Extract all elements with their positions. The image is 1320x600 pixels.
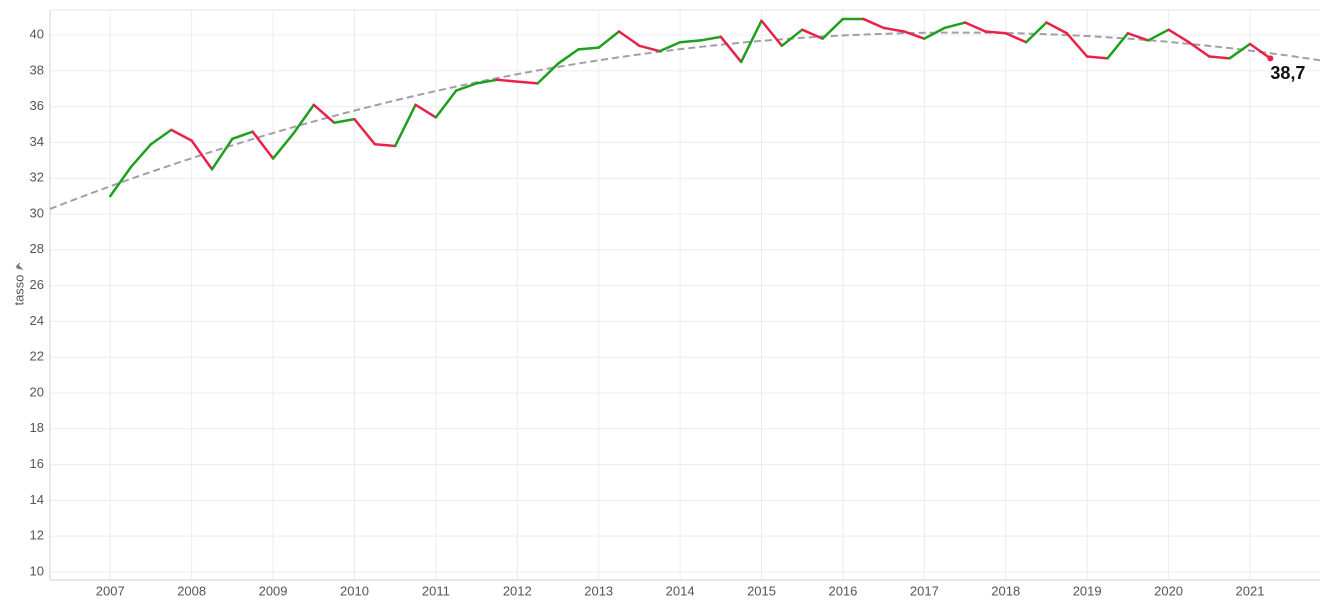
line-segment (190, 139, 214, 171)
y-tick-label: 34 (30, 134, 44, 149)
line-segment (902, 30, 926, 40)
line-segment (617, 30, 641, 48)
y-tick-label: 38 (30, 62, 44, 77)
y-tick-label: 30 (30, 205, 44, 220)
line-segment (1004, 32, 1028, 44)
y-tick-label: 26 (30, 277, 44, 292)
end-point (1267, 55, 1274, 62)
line-segment (760, 19, 784, 48)
x-tick-label: 2014 (666, 583, 695, 598)
line-segment (1024, 21, 1048, 44)
y-tick-label: 10 (30, 563, 44, 578)
y-tick-label: 40 (30, 26, 44, 41)
x-tick-label: 2012 (503, 583, 532, 598)
line-segment (434, 89, 458, 119)
line-segment (1146, 28, 1170, 42)
line-segment (923, 26, 946, 40)
x-tick-label: 2020 (1154, 583, 1183, 598)
x-tick-label: 2015 (747, 583, 776, 598)
line-segment (1208, 55, 1231, 60)
line-segment (658, 40, 682, 53)
x-tick-label: 2018 (991, 583, 1020, 598)
x-tick-label: 2011 (422, 583, 450, 598)
x-tick-label: 2009 (259, 583, 288, 598)
line-segment (719, 35, 743, 64)
line-segment (393, 103, 417, 148)
y-tick-label: 32 (30, 170, 44, 185)
line-segment (556, 48, 580, 65)
x-tick-label: 2021 (1236, 583, 1265, 598)
line-segment (1085, 55, 1109, 60)
y-tick-label: 18 (30, 420, 44, 435)
line-segment (597, 30, 621, 49)
x-tick-label: 2007 (96, 583, 125, 598)
y-tick-label: 16 (30, 456, 44, 471)
line-segment (108, 166, 132, 198)
line-segment (1126, 32, 1150, 42)
line-segment (943, 21, 967, 30)
pin-icon (15, 262, 24, 270)
y-tick-label: 22 (30, 349, 44, 364)
line-segment (780, 28, 804, 48)
line-segment (1187, 40, 1211, 58)
line-segment (536, 62, 560, 85)
line-segment (271, 132, 295, 160)
line-segment (638, 44, 662, 53)
line-segment (373, 142, 397, 148)
line-segment (1228, 42, 1252, 60)
x-tick-label: 2017 (910, 583, 939, 598)
line-segment (577, 46, 600, 51)
trend-line (49, 31, 1320, 210)
y-tick-label: 14 (30, 492, 44, 507)
line-segment (353, 117, 377, 146)
line-segment (862, 17, 885, 30)
line-segment (231, 130, 254, 141)
x-tick-label: 2013 (584, 583, 613, 598)
line-segment (170, 128, 193, 142)
line-segment (1045, 21, 1069, 35)
line-segment (292, 103, 316, 135)
x-tick-label: 2010 (340, 583, 369, 598)
line-segment (1106, 32, 1130, 60)
line-segment (414, 103, 438, 119)
line-segment (332, 117, 356, 124)
line-segment (821, 17, 845, 40)
y-axis-label: tasso (11, 274, 26, 305)
line-segment (1065, 32, 1089, 58)
y-tick-label: 20 (30, 384, 44, 399)
x-tick-label: 2008 (177, 583, 206, 598)
x-tick-label: 2016 (828, 583, 857, 598)
y-tick-label: 28 (30, 241, 44, 256)
line-segment (210, 137, 234, 171)
line-segment (678, 39, 702, 44)
line-segment (800, 28, 824, 40)
line-segment (475, 78, 499, 85)
line-segment (149, 128, 173, 146)
y-tick-label: 12 (30, 528, 44, 543)
line-segment (963, 21, 987, 33)
y-tick-label: 24 (30, 313, 44, 328)
line-segment (251, 130, 275, 160)
value-label: 38,7 (1270, 63, 1305, 83)
line-segment (1248, 42, 1272, 60)
x-tick-label: 2019 (1073, 583, 1102, 598)
line-segment (516, 80, 539, 85)
line-segment (699, 35, 723, 42)
line-segment (129, 142, 153, 169)
line-segment (739, 19, 763, 64)
line-segment (882, 26, 906, 33)
line-segment (984, 30, 1008, 35)
y-tick-label: 36 (30, 98, 44, 113)
line-segment (495, 78, 519, 83)
line-segment (312, 103, 336, 124)
line-segment (454, 82, 478, 92)
line-segment (1167, 28, 1191, 44)
